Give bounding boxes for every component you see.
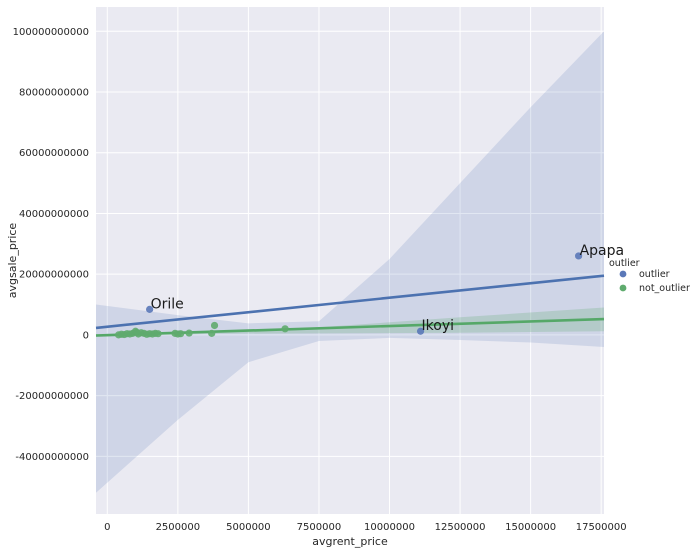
y-tick-labels: -40000000000 -20000000000 0 20000000000 4000… (13, 27, 89, 463)
legend: outlier outlier not_outlier (609, 258, 690, 294)
data-points (114, 252, 583, 339)
x-tick-label: 10000000 (364, 522, 415, 533)
x-tick-label: 15000000 (505, 522, 556, 533)
annotation-label: Orile (151, 296, 184, 312)
x-axis-label: avgrent_price (312, 535, 388, 548)
data-point-not_outlier (281, 325, 289, 333)
y-tick-label: 40000000000 (19, 209, 89, 220)
plot-background (96, 7, 604, 514)
x-tick-label: 17500000 (576, 522, 627, 533)
y-tick-label: 100000000000 (13, 27, 89, 38)
data-point-not_outlier (208, 329, 216, 337)
y-axis-label: avgsale_price (6, 223, 19, 299)
annotation-label: Ikoyi (422, 318, 454, 334)
annotation-label: Apapa (580, 243, 625, 259)
x-tick-labels: 0 2500000 5000000 7500000 10000000 12500000 15… (104, 522, 627, 533)
legend-label-not_outlier: not_outlier (639, 283, 690, 294)
x-tick-label: 7500000 (297, 522, 342, 533)
x-tick-label: 0 (104, 522, 110, 533)
y-tick-label: 0 (83, 330, 89, 341)
x-tick-label: 12500000 (435, 522, 486, 533)
legend-marker-not_outlier (619, 284, 627, 292)
y-tick-label: 80000000000 (19, 88, 89, 99)
ci-band-outlier (96, 31, 604, 493)
y-tick-label: 60000000000 (19, 148, 89, 159)
y-tick-label: -20000000000 (15, 391, 89, 402)
data-point-not_outlier (154, 330, 162, 338)
y-tick-label: 20000000000 (19, 270, 89, 281)
data-point-not_outlier (177, 330, 185, 338)
data-point-not_outlier (210, 321, 219, 330)
legend-title: outlier (609, 258, 640, 269)
ci-band-not_outlier (96, 307, 604, 338)
data-point-not_outlier (185, 329, 193, 337)
grid (96, 7, 604, 514)
confidence-bands (96, 31, 604, 493)
regression-line-outlier (95, 274, 605, 330)
legend-items: outlier not_outlier (619, 269, 690, 294)
legend-marker-outlier (619, 270, 627, 278)
point-annotations: Orile Apapa Ikoyi (151, 243, 624, 334)
data-point-outlier (575, 252, 583, 260)
data-point-outlier (146, 305, 154, 313)
x-tick-label: 2500000 (156, 522, 201, 533)
x-tick-label: 5000000 (226, 522, 271, 533)
legend-label-outlier: outlier (639, 269, 670, 280)
data-point-outlier (416, 327, 425, 335)
y-tick-label: -40000000000 (15, 452, 89, 463)
